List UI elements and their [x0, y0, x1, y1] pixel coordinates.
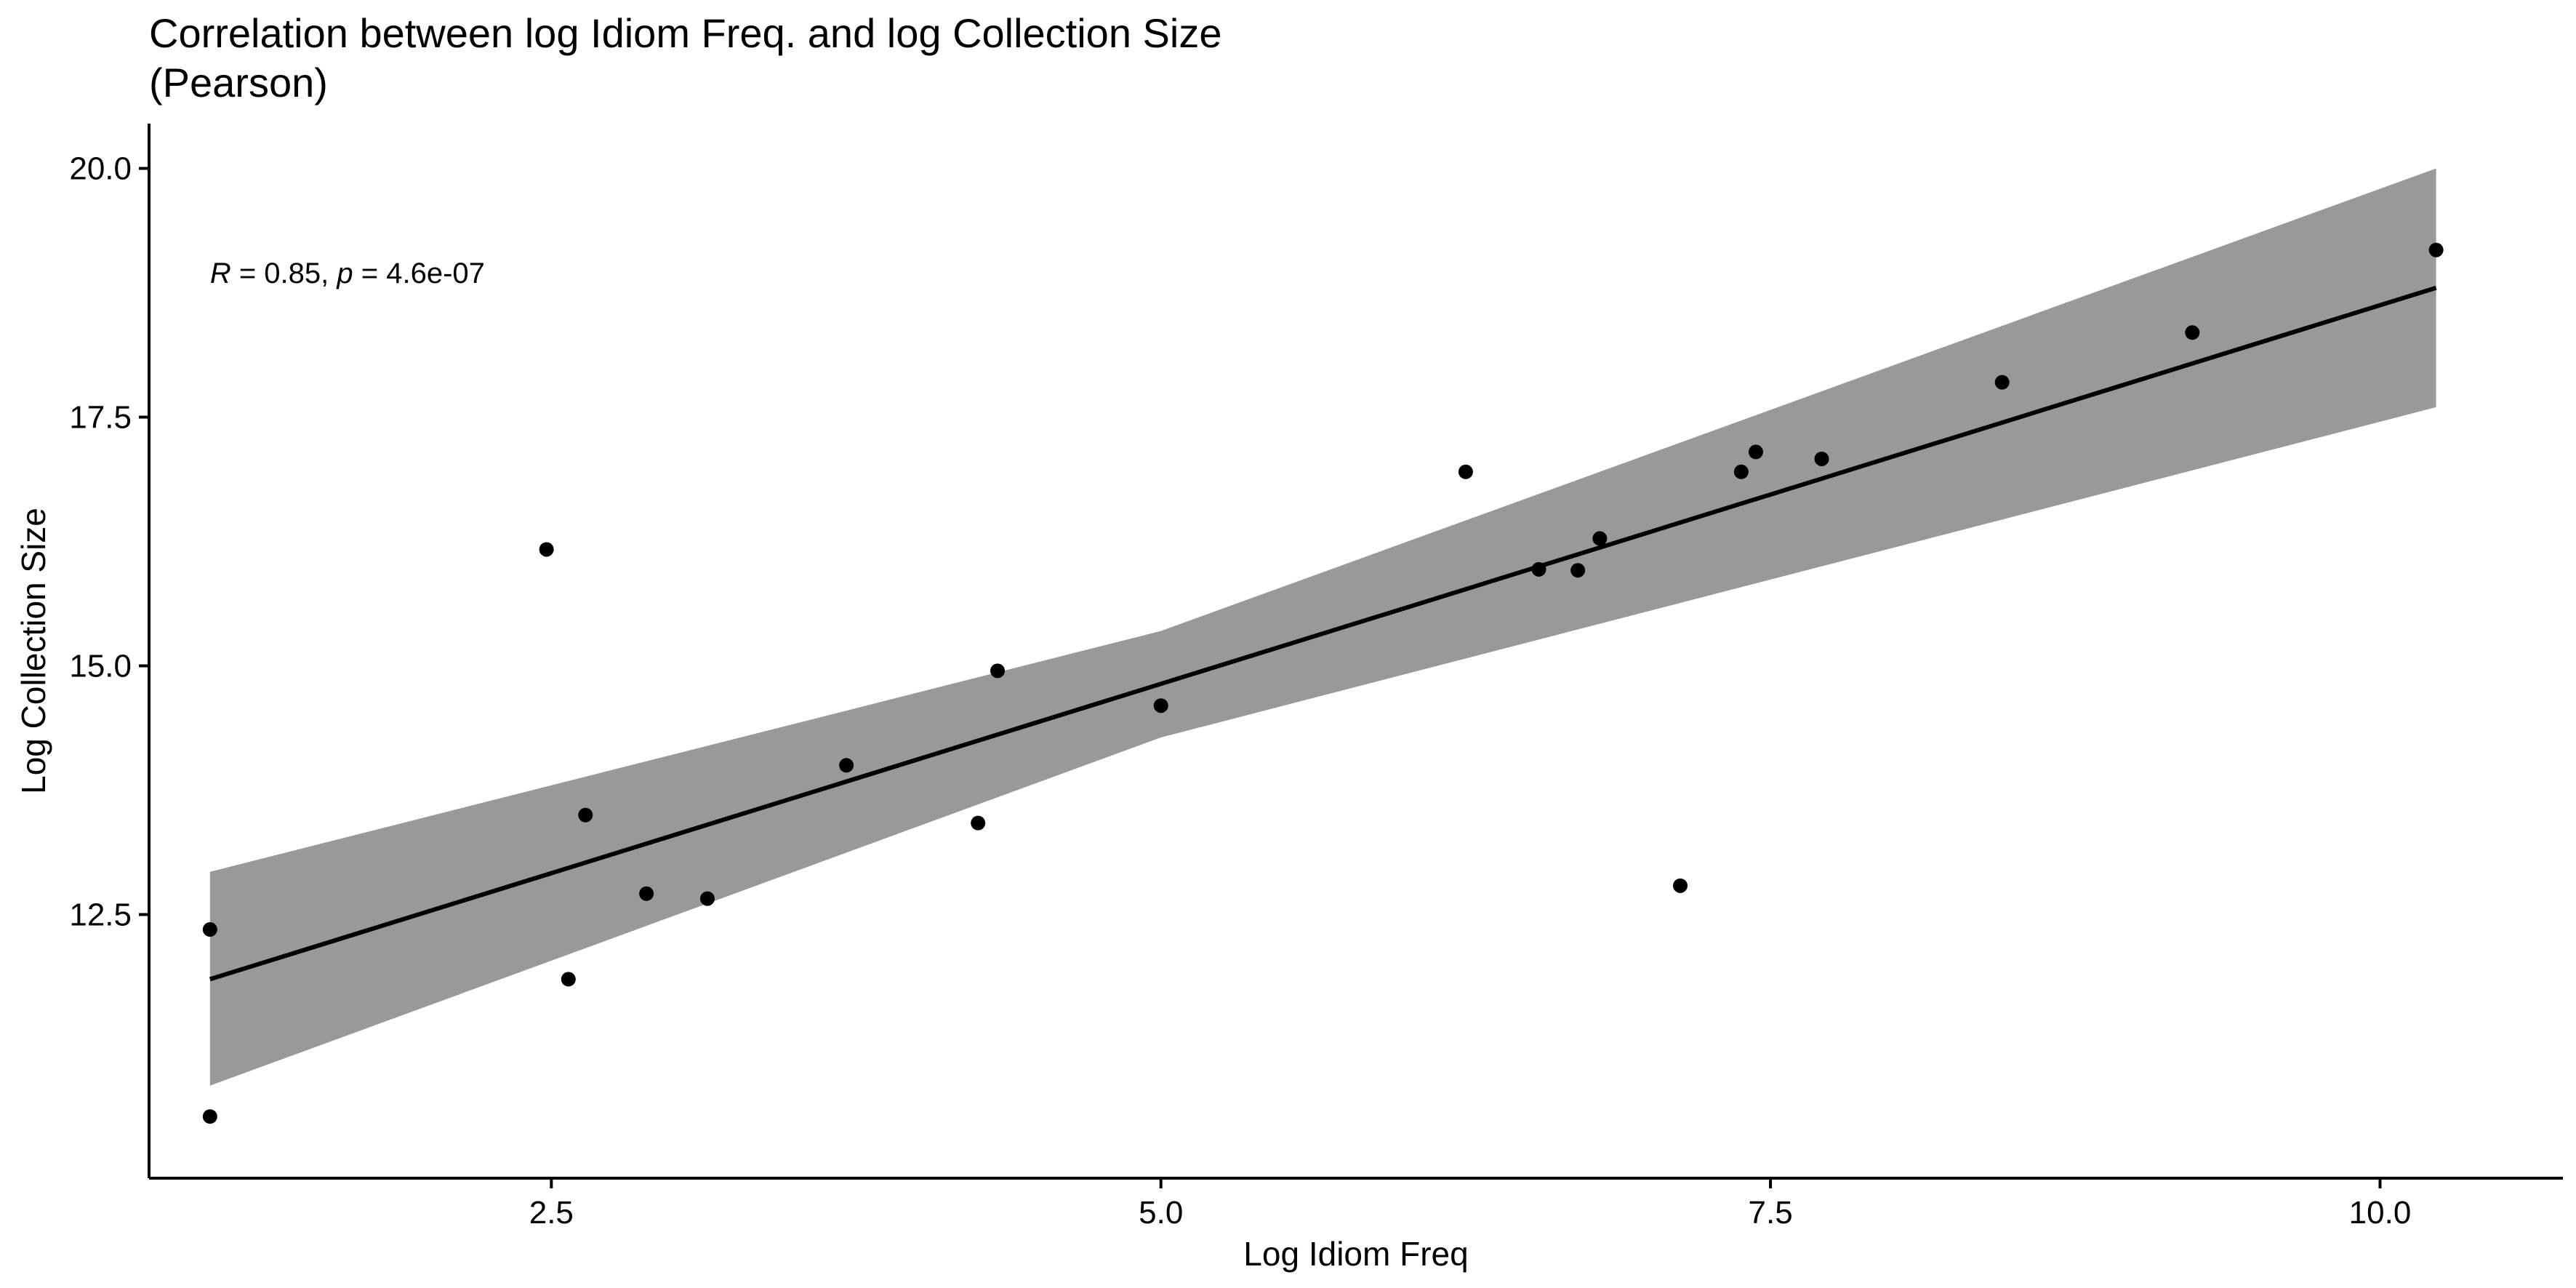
y-axis-title: Log Collection Size — [15, 508, 52, 794]
data-point — [561, 972, 576, 987]
data-point — [1458, 464, 1473, 479]
data-point — [2428, 242, 2444, 257]
data-point — [1814, 451, 1829, 466]
data-points-layer — [202, 242, 2444, 1124]
regression-line — [209, 285, 2437, 982]
confidence-band — [209, 168, 2436, 1086]
data-point — [1531, 561, 1546, 577]
x-axis-ticks: 2.5 5.0 7.5 10.0 — [529, 1178, 2412, 1231]
x-tick-label: 2.5 — [529, 1195, 574, 1231]
x-tick-label: 10.0 — [2349, 1195, 2412, 1231]
data-point — [2185, 325, 2200, 340]
y-tick-label: 15.0 — [69, 649, 132, 684]
y-tick-label: 12.5 — [69, 897, 132, 933]
data-point — [1592, 531, 1608, 546]
data-point — [839, 758, 854, 773]
regression-line-layer — [209, 285, 2437, 982]
y-tick-label: 17.5 — [69, 400, 132, 436]
annotation-r-symbol: R — [210, 257, 231, 289]
data-point — [1994, 375, 2010, 390]
data-point — [1748, 444, 1763, 460]
annotation-p-symbol: p — [336, 257, 353, 289]
data-point — [1673, 878, 1688, 893]
chart-title-line-2: (Pearson) — [149, 60, 328, 105]
data-point — [639, 886, 654, 901]
y-axis-ticks: 12.5 15.0 17.5 20.0 — [69, 151, 149, 933]
data-point — [578, 807, 593, 823]
data-point — [539, 542, 554, 557]
data-point — [699, 891, 715, 906]
data-point — [202, 922, 217, 937]
data-point — [971, 815, 986, 831]
data-point — [1733, 464, 1749, 479]
x-axis-title: Log Idiom Freq — [1243, 1235, 1468, 1273]
annotation-r-value: = 0.85, — [231, 257, 337, 289]
correlation-annotation: R = 0.85, p = 4.6e-07 — [210, 257, 485, 289]
confidence-band-layer — [209, 168, 2436, 1086]
y-tick-label: 20.0 — [69, 151, 132, 187]
annotation-p-value: = 4.6e-07 — [353, 257, 485, 289]
chart-title-line-1: Correlation between log Idiom Freq. and … — [149, 10, 1221, 56]
data-point — [1153, 698, 1168, 713]
x-tick-label: 7.5 — [1749, 1195, 1793, 1231]
data-point — [1570, 563, 1586, 578]
data-point — [990, 663, 1006, 679]
data-point — [202, 1109, 217, 1124]
x-tick-label: 5.0 — [1139, 1195, 1183, 1231]
